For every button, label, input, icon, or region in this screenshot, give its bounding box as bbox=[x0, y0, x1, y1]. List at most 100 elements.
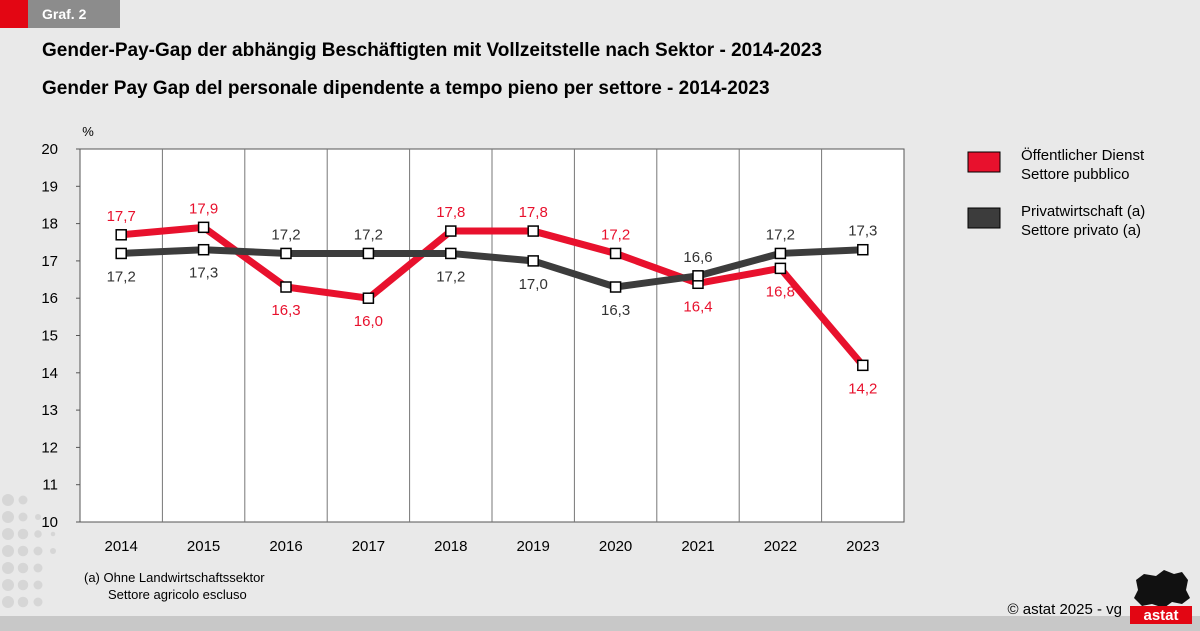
decor-dot bbox=[2, 579, 14, 591]
legend-label-de-1: Privatwirtschaft (a) bbox=[1021, 203, 1145, 220]
data-label: 17,2 bbox=[436, 268, 465, 285]
legend-label-it-1: Settore privato (a) bbox=[1021, 222, 1141, 239]
x-tick-label: 2021 bbox=[681, 538, 714, 555]
bottom-bar bbox=[0, 616, 1200, 631]
title-german: Gender-Pay-Gap der abhängig Beschäftigte… bbox=[42, 40, 822, 61]
data-label: 17,8 bbox=[519, 204, 548, 221]
y-tick-label: 12 bbox=[41, 439, 58, 456]
decor-dot bbox=[2, 528, 14, 540]
data-point-marker bbox=[857, 243, 869, 256]
x-tick-label: 2019 bbox=[517, 538, 550, 555]
footnote-line-1: (a) Ohne Landwirtschaftssektor bbox=[84, 570, 265, 585]
logo-text: astat bbox=[1143, 607, 1178, 624]
decor-dot bbox=[2, 596, 14, 608]
data-label: 16,8 bbox=[766, 283, 795, 300]
data-label: 17,0 bbox=[519, 276, 548, 293]
data-point-marker bbox=[197, 221, 210, 234]
footnote-line-2: Settore agricolo escluso bbox=[108, 587, 247, 602]
y-tick-label: 20 bbox=[41, 141, 58, 158]
decor-dot bbox=[17, 562, 29, 574]
data-label: 17,2 bbox=[354, 226, 383, 243]
decor-dot bbox=[17, 579, 29, 591]
data-point-marker bbox=[115, 229, 127, 241]
data-point-marker bbox=[280, 281, 292, 293]
data-point-marker bbox=[362, 292, 375, 304]
data-label: 17,2 bbox=[601, 226, 630, 243]
y-tick-label: 19 bbox=[41, 178, 58, 195]
data-label: 17,7 bbox=[107, 208, 136, 225]
decor-dot bbox=[17, 596, 29, 608]
badge-accent bbox=[0, 0, 28, 28]
decor-dot bbox=[2, 562, 14, 574]
data-label: 17,2 bbox=[271, 226, 300, 243]
x-tick-label: 2020 bbox=[599, 538, 632, 555]
data-point-marker bbox=[527, 225, 539, 237]
data-point-marker bbox=[857, 359, 869, 372]
x-tick-label: 2016 bbox=[269, 538, 302, 555]
data-label: 16,6 bbox=[683, 249, 712, 266]
astat-logo: astat bbox=[1130, 568, 1192, 624]
data-point-marker bbox=[527, 255, 539, 267]
decor-dot bbox=[17, 528, 29, 540]
decor-dot bbox=[50, 531, 56, 537]
footnote: (a) Ohne Landwirtschaftssektor Settore a… bbox=[84, 569, 265, 603]
data-point-marker bbox=[445, 247, 457, 260]
data-point-marker bbox=[362, 247, 375, 260]
y-tick-label: 16 bbox=[41, 290, 58, 307]
y-tick-label: 15 bbox=[41, 328, 58, 345]
data-point-marker bbox=[609, 281, 622, 293]
data-label: 16,4 bbox=[683, 298, 712, 315]
data-label: 16,3 bbox=[271, 302, 300, 319]
y-tick-label: 10 bbox=[41, 514, 58, 531]
data-point-marker bbox=[774, 247, 787, 260]
data-label: 16,3 bbox=[601, 302, 630, 319]
legend-label-it-0: Settore pubblico bbox=[1021, 166, 1129, 183]
y-tick-label: 11 bbox=[42, 477, 58, 494]
data-point-marker bbox=[692, 270, 704, 282]
y-axis-unit: % bbox=[82, 124, 94, 139]
decor-dot bbox=[17, 545, 29, 557]
data-label: 17,9 bbox=[189, 200, 218, 217]
y-tick-label: 13 bbox=[41, 402, 58, 419]
decorative-dots bbox=[0, 490, 60, 620]
data-label: 17,2 bbox=[107, 268, 136, 285]
data-point-marker bbox=[609, 247, 622, 260]
legend-swatch-0 bbox=[967, 151, 1001, 173]
decor-dot bbox=[2, 494, 14, 506]
data-label: 17,3 bbox=[189, 265, 218, 282]
decor-dot bbox=[33, 563, 43, 573]
decor-dot bbox=[50, 548, 56, 554]
data-label: 17,3 bbox=[848, 223, 877, 240]
series-line-0 bbox=[120, 223, 866, 368]
x-tick-label: 2018 bbox=[434, 538, 467, 555]
x-tick-label: 2023 bbox=[846, 538, 879, 555]
series-line-1 bbox=[121, 246, 863, 291]
x-tick-label: 2022 bbox=[764, 538, 797, 555]
x-tick-label: 2014 bbox=[105, 538, 138, 555]
data-point-marker bbox=[774, 262, 787, 275]
decor-dot bbox=[18, 495, 28, 505]
decor-dot bbox=[2, 511, 14, 523]
decor-dot bbox=[35, 514, 41, 520]
decor-dot bbox=[18, 512, 28, 522]
decor-dot bbox=[2, 545, 14, 557]
data-point-marker bbox=[280, 247, 292, 260]
decor-dot bbox=[33, 580, 43, 590]
y-tick-label: 17 bbox=[41, 253, 58, 270]
copyright: © astat 2025 - vg bbox=[1007, 601, 1122, 618]
decor-dot bbox=[34, 530, 42, 538]
data-label: 16,0 bbox=[354, 313, 383, 330]
data-label: 17,2 bbox=[766, 226, 795, 243]
y-tick-label: 14 bbox=[41, 365, 58, 382]
data-point-marker bbox=[115, 247, 127, 260]
legend-label-de-0: Öffentlicher Dienst bbox=[1021, 146, 1145, 164]
figure-badge: Graf. 2 bbox=[28, 0, 120, 28]
decor-dot bbox=[33, 546, 43, 556]
x-tick-label: 2015 bbox=[187, 538, 220, 555]
title-italian: Gender Pay Gap del personale dipendente … bbox=[42, 78, 770, 99]
legend-swatch-1 bbox=[967, 207, 1001, 229]
data-point-marker bbox=[445, 225, 457, 237]
data-label: 17,8 bbox=[436, 204, 465, 221]
data-point-marker bbox=[197, 243, 210, 256]
